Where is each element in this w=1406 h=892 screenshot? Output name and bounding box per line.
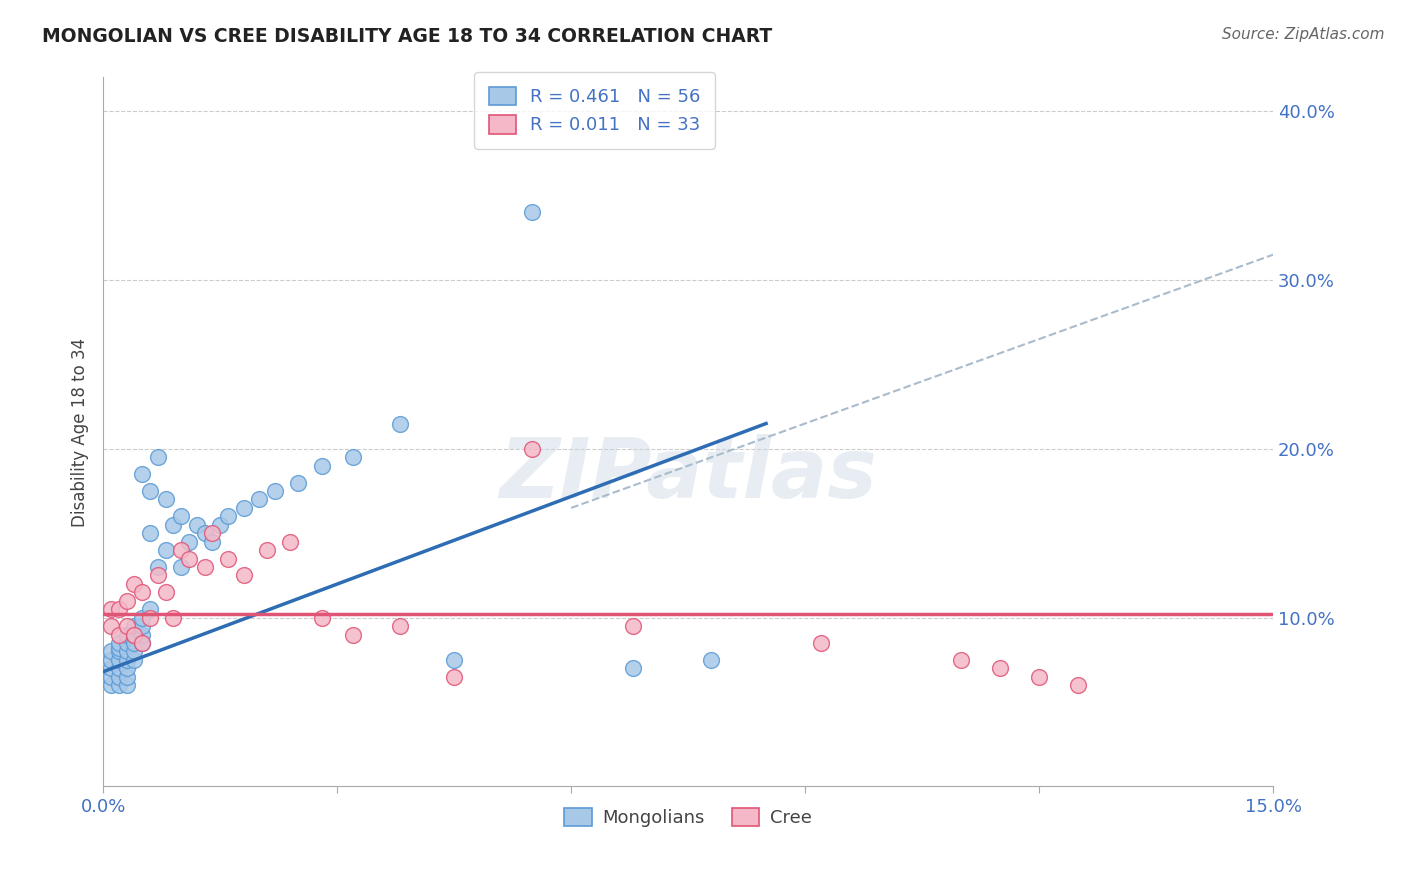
Point	[107, 678, 129, 692]
Point	[162, 610, 184, 624]
Point	[107, 602, 129, 616]
Point	[107, 653, 129, 667]
Point	[115, 636, 138, 650]
Point	[209, 517, 232, 532]
Point	[247, 492, 270, 507]
Point	[107, 670, 129, 684]
Point	[115, 670, 138, 684]
Point	[139, 484, 162, 499]
Point	[124, 653, 146, 667]
Point	[131, 636, 153, 650]
Point	[201, 534, 224, 549]
Point	[115, 644, 138, 658]
Point	[170, 543, 193, 558]
Point	[107, 644, 129, 658]
Point	[988, 661, 1011, 675]
Point	[623, 619, 645, 633]
Point	[217, 509, 239, 524]
Point	[115, 627, 138, 641]
Point	[950, 653, 973, 667]
Point	[124, 644, 146, 658]
Point	[100, 644, 122, 658]
Point	[177, 534, 200, 549]
Point	[131, 467, 153, 482]
Point	[186, 517, 208, 532]
Point	[232, 568, 254, 582]
Point	[700, 653, 723, 667]
Point	[139, 602, 162, 616]
Point	[287, 475, 309, 490]
Point	[131, 610, 153, 624]
Legend: Mongolians, Cree: Mongolians, Cree	[557, 800, 818, 834]
Point	[520, 205, 543, 219]
Point	[124, 636, 146, 650]
Point	[256, 543, 278, 558]
Point	[520, 442, 543, 456]
Point	[311, 458, 333, 473]
Point	[232, 500, 254, 515]
Point	[139, 526, 162, 541]
Text: ZIPatlas: ZIPatlas	[499, 434, 877, 515]
Point	[107, 641, 129, 656]
Point	[115, 661, 138, 675]
Point	[131, 627, 153, 641]
Text: Source: ZipAtlas.com: Source: ZipAtlas.com	[1222, 27, 1385, 42]
Point	[100, 678, 122, 692]
Point	[1028, 670, 1050, 684]
Point	[342, 627, 364, 641]
Y-axis label: Disability Age 18 to 34: Disability Age 18 to 34	[72, 337, 89, 526]
Point	[155, 585, 177, 599]
Point	[100, 602, 122, 616]
Point	[155, 492, 177, 507]
Point	[107, 661, 129, 675]
Point	[100, 661, 122, 675]
Point	[623, 661, 645, 675]
Point	[100, 670, 122, 684]
Point	[193, 526, 215, 541]
Point	[124, 577, 146, 591]
Point	[443, 670, 465, 684]
Point	[263, 484, 285, 499]
Point	[155, 543, 177, 558]
Point	[193, 560, 215, 574]
Point	[131, 636, 153, 650]
Text: MONGOLIAN VS CREE DISABILITY AGE 18 TO 34 CORRELATION CHART: MONGOLIAN VS CREE DISABILITY AGE 18 TO 3…	[42, 27, 772, 45]
Point	[162, 517, 184, 532]
Point	[139, 610, 162, 624]
Point	[131, 585, 153, 599]
Point	[146, 560, 169, 574]
Point	[311, 610, 333, 624]
Point	[100, 653, 122, 667]
Point	[170, 560, 193, 574]
Point	[1067, 678, 1090, 692]
Point	[124, 627, 146, 641]
Point	[146, 568, 169, 582]
Point	[388, 619, 411, 633]
Point	[124, 619, 146, 633]
Point	[100, 619, 122, 633]
Point	[201, 526, 224, 541]
Point	[278, 534, 301, 549]
Point	[115, 619, 138, 633]
Point	[115, 594, 138, 608]
Point	[810, 636, 832, 650]
Point	[388, 417, 411, 431]
Point	[115, 653, 138, 667]
Point	[342, 450, 364, 465]
Point	[170, 509, 193, 524]
Point	[177, 551, 200, 566]
Point	[115, 678, 138, 692]
Point	[131, 619, 153, 633]
Point	[124, 627, 146, 641]
Point	[443, 653, 465, 667]
Point	[107, 627, 129, 641]
Point	[217, 551, 239, 566]
Point	[107, 636, 129, 650]
Point	[146, 450, 169, 465]
